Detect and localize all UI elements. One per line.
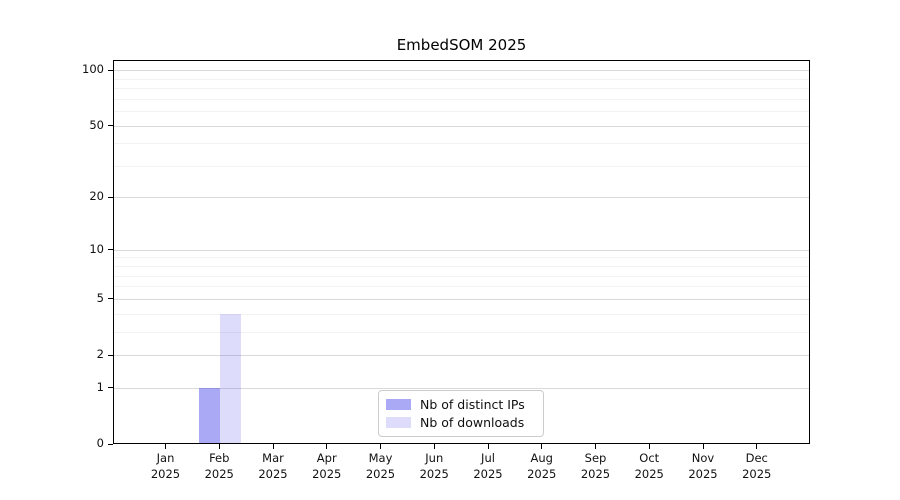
y-gridline-major: [114, 298, 809, 300]
legend-swatch-downloads: [386, 417, 411, 429]
y-tick-label: 0: [96, 436, 104, 450]
x-tick-year: 2025: [312, 466, 342, 481]
x-tick-year: 2025: [688, 466, 718, 481]
x-tick-month: Nov: [691, 451, 715, 465]
x-tick-mark: [272, 444, 274, 449]
x-tick-month: Dec: [745, 451, 768, 465]
x-tick-month: Oct: [639, 451, 660, 465]
y-tick-mark: [108, 443, 113, 445]
x-tick-mark: [702, 444, 704, 449]
x-tick-year: 2025: [365, 466, 396, 481]
y-tick-label: 5: [96, 290, 104, 305]
y-gridline-major: [114, 197, 809, 199]
y-tick-mark: [108, 354, 113, 356]
y-gridline-minor: [114, 143, 809, 145]
x-tick-label: Feb 2025: [191, 451, 247, 482]
legend-item-downloads: Nb of downloads: [386, 415, 536, 430]
x-tick-year: 2025: [527, 466, 557, 481]
x-tick-label: Apr 2025: [299, 451, 355, 482]
y-tick-mark: [108, 196, 113, 198]
y-gridline-minor: [114, 98, 809, 100]
x-tick-month: Feb: [209, 451, 230, 465]
x-tick-month: Jan: [156, 451, 175, 465]
y-tick-label: 1: [96, 379, 104, 394]
y-tick-mark: [108, 249, 113, 251]
chart-title: EmbedSOM 2025: [396, 36, 527, 54]
x-tick-mark: [218, 444, 220, 449]
y-tick-label: 100: [82, 62, 104, 77]
legend-item-distinct-ips: Nb of distinct IPs: [386, 397, 536, 412]
x-tick-label: Dec 2025: [729, 451, 785, 482]
y-gridline-major: [114, 249, 809, 251]
y-gridline-minor: [114, 275, 809, 277]
x-tick-mark: [380, 444, 381, 449]
x-tick-mark: [756, 444, 758, 449]
x-tick-month: Mar: [262, 451, 284, 465]
x-tick-mark: [326, 444, 328, 449]
x-tick-month: Sep: [584, 451, 607, 465]
x-tick-month: Aug: [530, 451, 553, 465]
x-tick-label: May 2025: [353, 451, 409, 482]
legend-label-distinct-ips: Nb of distinct IPs: [420, 396, 525, 412]
x-tick-mark: [433, 444, 435, 449]
y-gridline-minor: [114, 286, 809, 288]
y-tick-label: 10: [89, 241, 104, 256]
y-gridline-minor: [114, 331, 809, 333]
x-tick-year: 2025: [204, 466, 234, 481]
x-tick-year: 2025: [150, 466, 181, 481]
x-tick-label: Aug 2025: [514, 451, 570, 482]
y-gridline-major: [114, 355, 809, 356]
bar-nb-of-downloads-feb: [220, 313, 242, 443]
legend-swatch-distinct-ips: [386, 398, 411, 410]
x-tick-mark: [165, 444, 166, 449]
y-tick-mark: [108, 69, 113, 71]
x-tick-year: 2025: [634, 466, 664, 481]
y-gridline-minor: [114, 313, 809, 315]
y-tick-label: 50: [89, 117, 104, 132]
x-tick-label: Nov 2025: [675, 451, 731, 482]
x-tick-month: Jul: [481, 451, 495, 465]
x-tick-year: 2025: [742, 466, 772, 481]
x-tick-label: Jun 2025: [406, 451, 462, 482]
y-gridline-major: [114, 387, 809, 389]
y-tick-mark: [108, 298, 113, 300]
x-tick-year: 2025: [473, 466, 503, 481]
y-gridline-major: [114, 125, 809, 127]
legend-label-downloads: Nb of downloads: [420, 415, 525, 431]
y-gridline-minor: [114, 165, 809, 167]
x-tick-month: Apr: [316, 451, 337, 465]
x-tick-year: 2025: [258, 466, 288, 481]
x-tick-label: Jan 2025: [138, 451, 194, 482]
x-tick-label: Sep 2025: [568, 451, 624, 482]
x-tick-month: May: [368, 451, 393, 465]
bar-nb-of-distinct-ips-feb: [199, 387, 221, 443]
x-tick-year: 2025: [419, 466, 449, 481]
x-tick-mark: [487, 444, 489, 449]
x-tick-mark: [541, 444, 543, 449]
y-gridline-minor: [114, 111, 809, 113]
y-gridline-minor: [114, 78, 809, 80]
x-tick-mark: [595, 444, 596, 449]
x-tick-month: Jun: [425, 451, 444, 465]
y-tick-label: 20: [89, 189, 104, 204]
y-gridline-minor: [114, 88, 809, 90]
y-tick-mark: [108, 125, 113, 127]
x-tick-label: Jul 2025: [460, 451, 516, 482]
x-tick-mark: [648, 444, 650, 449]
y-gridline-major: [114, 70, 809, 72]
legend: Nb of distinct IPs Nb of downloads: [378, 390, 544, 437]
y-gridline-minor: [114, 266, 809, 268]
y-gridline-minor: [114, 257, 809, 259]
y-tick-label: 2: [96, 347, 104, 361]
y-tick-mark: [108, 387, 113, 389]
x-tick-label: Oct 2025: [621, 451, 677, 482]
x-tick-year: 2025: [580, 466, 611, 481]
plot-area: [113, 60, 810, 444]
x-tick-label: Mar 2025: [245, 451, 301, 482]
